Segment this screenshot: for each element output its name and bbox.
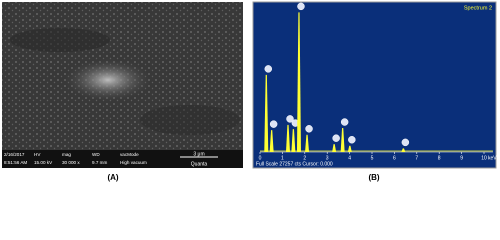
x-tick-label: 3 — [326, 155, 329, 161]
info-value: 9.7 mm — [92, 160, 107, 165]
sem-image — [2, 2, 243, 168]
figure: 2/16/2017 8:51:56 AM HV 15.00 kV mag 30 000 x… — [2, 1, 497, 182]
panel-label: (B) — [368, 173, 379, 182]
peak — [269, 130, 274, 152]
info-value: 30 000 x — [62, 160, 80, 165]
instrument: Quanta — [191, 161, 208, 167]
peak-marker — [269, 120, 278, 128]
scale-label: 3 μm — [193, 151, 204, 157]
peak-marker — [348, 135, 356, 144]
peak — [264, 74, 269, 152]
info-label: mag — [62, 152, 71, 157]
x-tick-label: 0 — [259, 155, 262, 161]
footer: Full Scale 27257 cts Cursor: 0.000 — [256, 161, 333, 167]
peak — [296, 12, 301, 153]
info-label: vacMode — [120, 152, 139, 157]
x-tick-label: 10 — [481, 155, 487, 161]
x-tick-label: 9 — [460, 155, 463, 161]
peak — [340, 128, 345, 152]
peak — [332, 144, 337, 152]
peak-marker — [305, 125, 313, 133]
info-value: 8:51:56 AM — [4, 160, 27, 165]
peak-marker — [340, 118, 349, 126]
chart-title: Spectrum 2 — [464, 5, 492, 11]
peak — [286, 124, 290, 152]
peak-marker — [401, 138, 410, 147]
x-tick-label: 7 — [415, 155, 418, 161]
info-value: 15.00 kV — [34, 160, 53, 165]
peak-marker — [332, 134, 340, 142]
x-tick-label: 6 — [393, 155, 396, 161]
info-label: 2/16/2017 — [4, 152, 25, 157]
peak-marker — [264, 65, 273, 73]
panel-label: (A) — [107, 173, 118, 182]
sem-info-bar: 2/16/2017 8:51:56 AM HV 15.00 kV mag 30 000 x… — [4, 152, 147, 165]
peak-marker — [297, 2, 305, 11]
peak — [291, 129, 296, 152]
x-tick-label: 4 — [348, 155, 351, 161]
info-label: HV — [34, 152, 41, 157]
info-label: WD — [92, 152, 100, 157]
x-tick-label: 1 — [281, 155, 284, 161]
x-tick-label: 2 — [303, 155, 306, 161]
x-axis-label: keV — [488, 155, 497, 161]
peak — [305, 134, 310, 152]
x-tick-label: 5 — [371, 155, 374, 161]
info-value: High vacuum — [120, 160, 147, 165]
peak — [347, 145, 352, 152]
peak-marker — [286, 115, 294, 123]
x-tick-label: 8 — [438, 155, 441, 161]
spectrum-plot: 0 1 2 3 4 5 6 7 8 9 10 — [259, 2, 493, 161]
